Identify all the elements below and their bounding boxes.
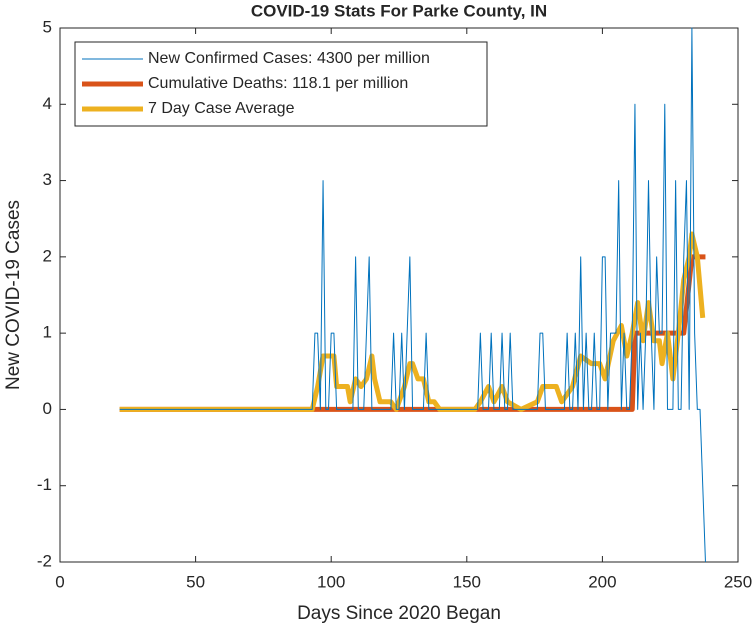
y-tick-label: 2: [43, 246, 52, 265]
y-tick-label: 3: [43, 170, 52, 189]
x-tick-label: 200: [588, 572, 616, 591]
y-tick-label: 5: [43, 17, 52, 36]
chart-title: COVID-19 Stats For Parke County, IN: [251, 1, 547, 20]
legend-label: 7 Day Case Average: [148, 100, 295, 117]
legend-label: Cumulative Deaths: 118.1 per million: [148, 75, 408, 92]
x-tick-label: 100: [317, 572, 345, 591]
x-tick-label: 0: [55, 572, 64, 591]
y-tick-label: 0: [43, 399, 52, 418]
x-tick-label: 150: [453, 572, 481, 591]
y-tick-label: 1: [43, 323, 52, 342]
x-tick-label: 50: [186, 572, 205, 591]
y-tick-label: 4: [43, 94, 52, 113]
y-tick-label: -2: [37, 551, 52, 570]
y-axis-label: New COVID-19 Cases: [3, 200, 24, 390]
x-tick-label: 250: [724, 572, 752, 591]
y-tick-label: -1: [37, 475, 52, 494]
series-line: [119, 27, 706, 563]
x-axis-label: Days Since 2020 Began: [297, 603, 501, 624]
legend-box: [74, 41, 488, 127]
legend-label: New Confirmed Cases: 4300 per million: [148, 50, 430, 67]
